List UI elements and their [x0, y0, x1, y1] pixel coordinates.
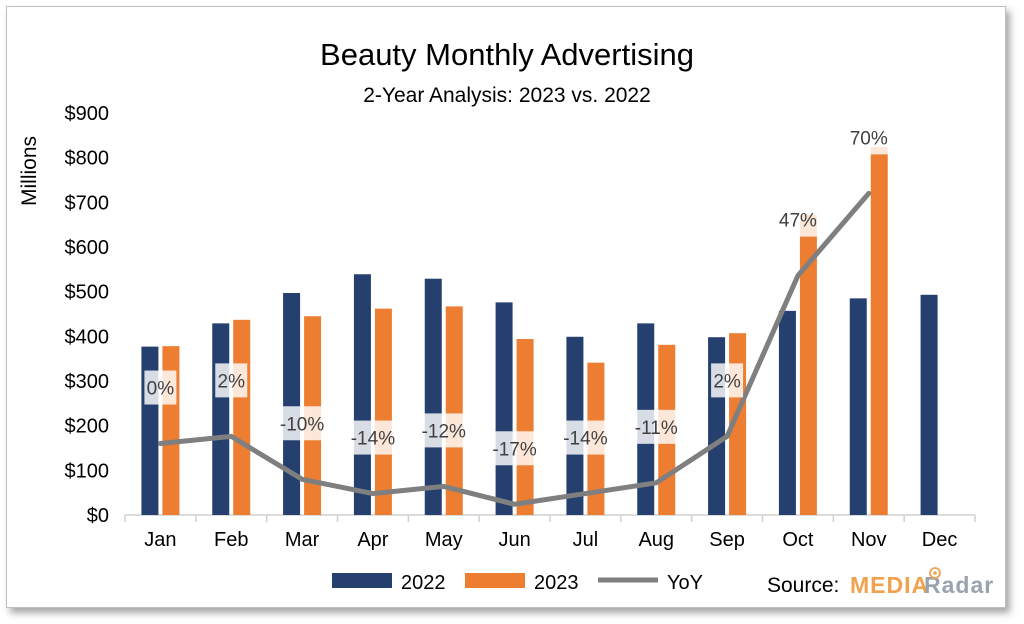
- x-tick-label: Mar: [285, 529, 320, 551]
- yoy-label-box: [488, 431, 541, 466]
- x-axis-ticks: Jan Feb Mar Apr May Jun Jul Aug Sep Oct Nov Dec: [124, 515, 976, 551]
- yoy-data-label: -17%: [492, 439, 536, 460]
- source-label: Source:: [767, 574, 839, 597]
- yoy-label-box: [346, 420, 399, 455]
- bar-2023: [516, 339, 534, 515]
- x-tick-label: Jan: [144, 529, 176, 551]
- yoy-data-labels: 0% 2% -10% -14% -12% -17% -14% -11% 2% 47% 70%: [144, 120, 890, 466]
- radar-icon: [929, 567, 941, 579]
- yoy-label-box: [144, 370, 177, 405]
- chart-card: Beauty Monthly Advertising 2-Year Analys…: [6, 6, 1006, 608]
- y-tick-label: $300: [65, 371, 110, 393]
- chart-title: Beauty Monthly Advertising: [320, 37, 694, 72]
- yoy-label-box: [559, 420, 612, 455]
- x-tick-label: Jun: [498, 529, 530, 551]
- legend-label-2023: 2023: [534, 572, 579, 594]
- chart-subtitle: 2-Year Analysis: 2023 vs. 2022: [363, 84, 651, 107]
- yoy-data-label: -14%: [351, 429, 395, 450]
- yoy-data-label: 70%: [850, 128, 888, 149]
- bar-2022: [283, 293, 301, 515]
- legend: 2022 2023 YoY: [332, 572, 703, 594]
- legend-swatch-2023: [465, 573, 525, 588]
- bar-2022: [849, 298, 867, 515]
- yoy-data-label: 2%: [218, 371, 246, 392]
- x-tick-label: Oct: [782, 529, 814, 551]
- yoy-label-box: [417, 413, 470, 448]
- x-tick-label: Aug: [638, 529, 674, 551]
- x-tick-label: Nov: [851, 529, 887, 551]
- x-tick-label: Feb: [214, 529, 248, 551]
- brand-logo-media: MEDIA: [850, 572, 929, 598]
- bar-2022: [353, 274, 371, 515]
- radar-icon-dot: [933, 571, 937, 575]
- x-tick-label: Apr: [357, 529, 388, 551]
- y-tick-label: $600: [65, 237, 110, 259]
- y-tick-label: $900: [65, 103, 110, 125]
- x-tick-label: Sep: [709, 529, 745, 551]
- yoy-label-box: [847, 120, 890, 155]
- y-tick-label: $800: [65, 148, 110, 170]
- bar-2023: [799, 214, 817, 515]
- x-tick-label: May: [425, 529, 463, 551]
- y-tick-label: $500: [65, 282, 110, 304]
- yoy-data-label: -10%: [280, 414, 324, 435]
- bar-2023: [870, 146, 888, 516]
- x-tick-label: Jul: [573, 529, 599, 551]
- yoy-data-label: -11%: [635, 418, 678, 439]
- x-tick-label: Dec: [922, 529, 958, 551]
- yoy-series-line: [157, 190, 872, 507]
- brand-logo-radar: Radar: [924, 572, 994, 598]
- y-tick-label: $700: [65, 192, 110, 214]
- yoy-label-box: [711, 363, 744, 398]
- bar-2022: [920, 294, 938, 515]
- y-tick-label: $0: [87, 505, 109, 527]
- y-tick-label: $400: [65, 326, 110, 348]
- source-credit: Source: MEDIA Radar: [767, 567, 994, 598]
- yoy-data-label: 0%: [147, 379, 175, 400]
- yoy-label-box: [776, 202, 819, 237]
- y-axis-label: Millions: [18, 136, 41, 206]
- bar-2022: [495, 302, 513, 515]
- bar-2023: [445, 306, 463, 515]
- bar-2023: [233, 319, 251, 515]
- bars: [141, 146, 938, 516]
- yoy-line-group: [157, 190, 872, 507]
- yoy-data-label: 47%: [779, 211, 817, 232]
- bar-2023: [374, 308, 392, 515]
- yoy-data-label: -14%: [563, 429, 607, 450]
- yoy-label-box: [630, 409, 683, 444]
- bar-2022: [778, 310, 796, 515]
- yoy-data-label: 2%: [713, 371, 741, 392]
- y-tick-label: $200: [65, 416, 110, 438]
- bar-2022: [424, 278, 442, 515]
- chart: Beauty Monthly Advertising 2-Year Analys…: [18, 37, 994, 598]
- bar-2022: [212, 323, 230, 515]
- yoy-label-box: [215, 363, 248, 398]
- yoy-label-box: [276, 406, 329, 441]
- legend-label-yoy: YoY: [667, 572, 703, 594]
- legend-label-2022: 2022: [401, 572, 446, 594]
- y-axis-ticks: $0 $100 $200 $300 $400 $500 $600 $700 $800 $900: [65, 103, 110, 527]
- y-tick-label: $100: [65, 460, 110, 482]
- legend-swatch-2022: [332, 573, 392, 588]
- yoy-data-label: -12%: [422, 421, 466, 442]
